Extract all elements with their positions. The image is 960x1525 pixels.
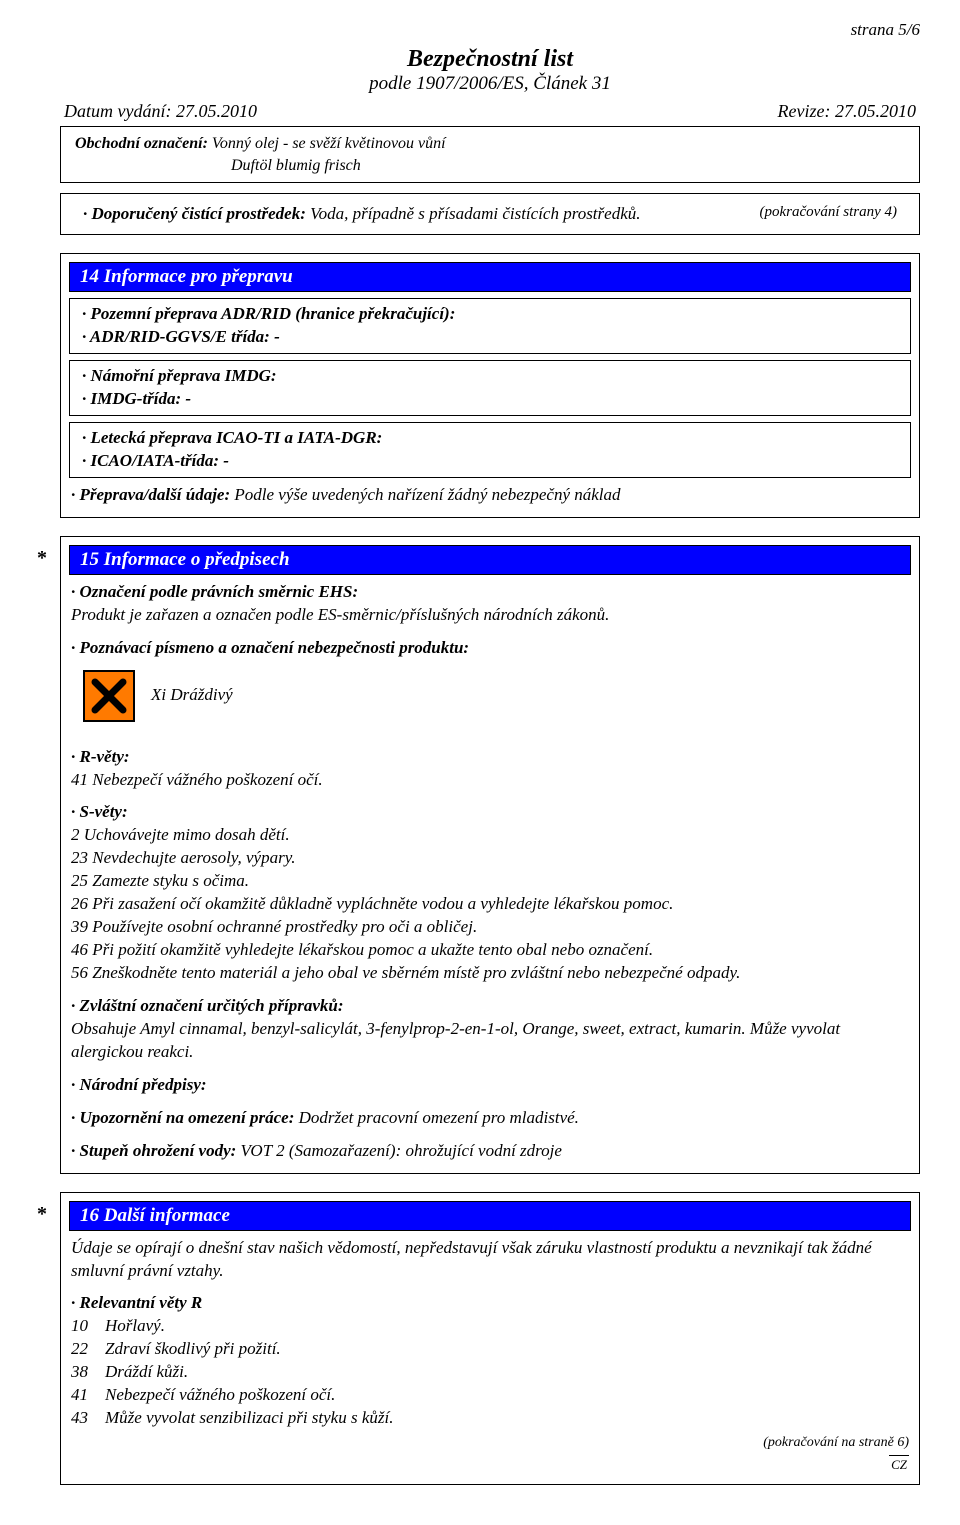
water-hazard: · Stupeň ohrožení vody: VOT 2 (Samozařaz… — [71, 1140, 909, 1163]
page-container: strana 5/6 Bezpečnostní list podle 1907/… — [0, 0, 960, 1525]
imdg-line1: · Námořní přeprava IMDG: — [82, 365, 898, 388]
r-txt-22: Zdraví škodlivý při požití. — [105, 1338, 281, 1361]
s-phrase-56: 56 Zneškodněte tento materiál a jeho oba… — [71, 962, 909, 985]
section-15-star: * — [37, 547, 47, 570]
trade-name-2: Duftöl blumig frisch — [75, 157, 361, 174]
r-phrases-label: · R-věty: — [71, 746, 909, 769]
irritant-icon — [83, 670, 135, 722]
icao-line1: · Letecká přeprava ICAO-TI a IATA-DGR: — [82, 427, 898, 450]
trade-name-box: Obchodní označení: Vonný olej - se svěží… — [60, 126, 920, 183]
s-phrase-46: 46 Při požití okamžitě vyhledejte lékařs… — [71, 939, 909, 962]
imdg-line2: · IMDG-třída: - — [82, 388, 898, 411]
work-restriction-text: Dodržet pracovní omezení pro mladistvé. — [299, 1108, 579, 1127]
hazard-symbol-row: Xi Dráždivý — [83, 670, 909, 722]
cleaning-agent-text: Voda, případně s přísadami čistících pro… — [310, 204, 640, 223]
special-text: Obsahuje Amyl cinnamal, benzyl-salicylát… — [71, 1018, 909, 1064]
r-row-38: 38 Dráždí kůži. — [71, 1361, 909, 1384]
transport-imdg-box: · Námořní přeprava IMDG: · IMDG-třída: - — [69, 360, 911, 416]
adr-line1: · Pozemní přeprava ADR/RID (hranice přek… — [82, 303, 898, 326]
document-title: Bezpečnostní list — [60, 46, 920, 73]
page-number: strana 5/6 — [60, 20, 920, 40]
section-15: * 15 Informace o předpisech · Označení p… — [60, 536, 920, 1174]
section-16-intro: Údaje se opírají o dnešní stav našich vě… — [71, 1237, 909, 1283]
continuation-box: · Doporučený čistící prostředek: Voda, p… — [60, 193, 920, 235]
section-16: * 16 Další informace Údaje se opírají o … — [60, 1192, 920, 1485]
transport-adr-box: · Pozemní přeprava ADR/RID (hranice přek… — [69, 298, 911, 354]
work-restriction: · Upozornění na omezení práce: Dodržet p… — [71, 1107, 909, 1130]
section-14-header: 14 Informace pro přepravu — [69, 262, 911, 292]
issue-date: Datum vydání: 27.05.2010 — [64, 101, 257, 122]
r-num-22: 22 — [71, 1338, 99, 1361]
r-num-43: 43 — [71, 1407, 99, 1430]
revision-date: Revize: 27.05.2010 — [778, 101, 916, 122]
r-txt-38: Dráždí kůži. — [105, 1361, 188, 1384]
r-row-41: 41 Nebezpečí vážného poškození očí. — [71, 1384, 909, 1407]
special-label: · Zvláštní označení určitých přípravků: — [71, 995, 909, 1018]
transport-note-label: · Přeprava/další údaje: — [71, 485, 234, 504]
r-num-38: 38 — [71, 1361, 99, 1384]
cleaning-agent: · Doporučený čistící prostředek: Voda, p… — [83, 204, 748, 224]
document-subtitle: podle 1907/2006/ES, Článek 31 — [60, 73, 920, 95]
section-14: 14 Informace pro přepravu · Pozemní přep… — [60, 253, 920, 518]
hazard-text: Xi Dráždivý — [151, 684, 233, 707]
section-16-star: * — [37, 1203, 47, 1226]
water-hazard-text: VOT 2 (Samozařazení): ohrožující vodní z… — [241, 1141, 562, 1160]
r-phrase-41: 41 Nebezpečí vážného poškození očí. — [71, 769, 909, 792]
continued-on: (pokračování na straně 6) — [71, 1434, 909, 1453]
ehs-text: Produkt je zařazen a označen podle ES-sm… — [71, 604, 909, 627]
s-phrase-26: 26 Při zasažení očí okamžitě důkladně vy… — [71, 893, 909, 916]
cz-mark: CZ — [889, 1455, 909, 1474]
s-phrases-label: · S-věty: — [71, 801, 909, 824]
r-row-22: 22 Zdraví škodlivý při požití. — [71, 1338, 909, 1361]
hazard-letter-label: · Poznávací písmeno a označení nebezpečn… — [71, 637, 909, 660]
transport-note-text: Podle výše uvedených nařízení žádný nebe… — [234, 485, 620, 504]
continued-from: (pokračování strany 4) — [748, 204, 897, 221]
adr-line2: · ADR/RID-GGVS/E třída: - — [82, 326, 898, 349]
work-restriction-label: · Upozornění na omezení práce: — [71, 1108, 299, 1127]
r-num-41: 41 — [71, 1384, 99, 1407]
transport-icao-box: · Letecká přeprava ICAO-TI a IATA-DGR: ·… — [69, 422, 911, 478]
meta-row: Datum vydání: 27.05.2010 Revize: 27.05.2… — [60, 101, 920, 122]
relevant-r-label: · Relevantní věty R — [71, 1292, 909, 1315]
s-phrase-25: 25 Zamezte styku s očima. — [71, 870, 909, 893]
transport-note: · Přeprava/další údaje: Podle výše uvede… — [69, 484, 911, 509]
r-txt-41: Nebezpečí vážného poškození očí. — [105, 1384, 335, 1407]
r-row-10: 10 Hořlavý. — [71, 1315, 909, 1338]
section-15-header: 15 Informace o předpisech — [69, 545, 911, 575]
s-phrase-39: 39 Používejte osobní ochranné prostředky… — [71, 916, 909, 939]
ehs-label: · Označení podle právních směrnic EHS: — [71, 581, 909, 604]
r-row-43: 43 Může vyvolat senzibilizaci při styku s… — [71, 1407, 909, 1430]
trade-name-1: Vonný olej - se svěží květinovou vůní — [212, 135, 446, 152]
section-16-header: 16 Další informace — [69, 1201, 911, 1231]
s-phrase-2: 2 Uchovávejte mimo dosah dětí. — [71, 824, 909, 847]
trade-label: Obchodní označení: — [75, 135, 208, 152]
cleaning-agent-label: · Doporučený čistící prostředek: — [83, 204, 310, 223]
national-regs-label: · Národní předpisy: — [71, 1074, 909, 1097]
r-num-10: 10 — [71, 1315, 99, 1338]
r-txt-43: Může vyvolat senzibilizaci při styku s k… — [105, 1407, 393, 1430]
r-txt-10: Hořlavý. — [105, 1315, 165, 1338]
icao-line2: · ICAO/IATA-třída: - — [82, 450, 898, 473]
s-phrase-23: 23 Nevdechujte aerosoly, výpary. — [71, 847, 909, 870]
water-hazard-label: · Stupeň ohrožení vody: — [71, 1141, 241, 1160]
